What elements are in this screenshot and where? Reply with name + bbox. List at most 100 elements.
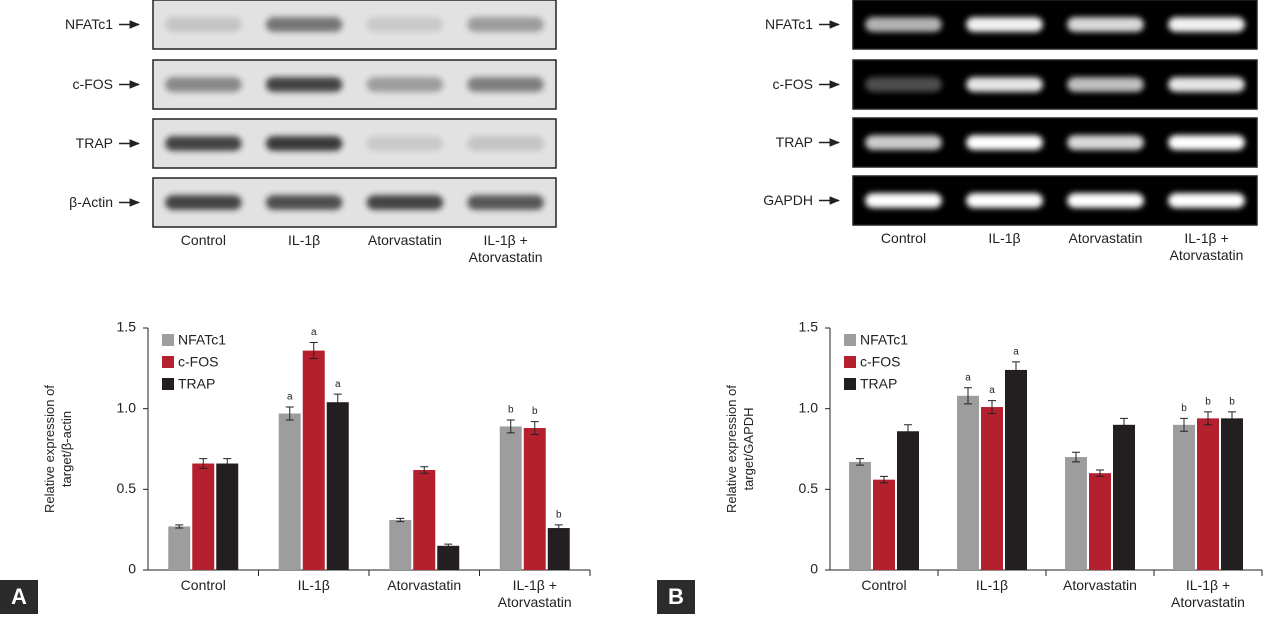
blot-band [1168, 17, 1245, 32]
x-tick-label: IL-1β [975, 577, 1009, 593]
blot-band [966, 17, 1043, 32]
x-tick-label: Atorvastatin [387, 577, 462, 593]
error-bar [1228, 411, 1236, 426]
error-bar [856, 458, 864, 466]
significance-letter: b [1229, 397, 1235, 408]
blot-band [265, 195, 343, 210]
blot-lane-label: Control [180, 232, 226, 248]
y-tick-label: 1.5 [117, 319, 137, 335]
error-bar [420, 466, 429, 474]
error-bar [530, 421, 539, 435]
bar [873, 479, 895, 570]
error-bar [880, 475, 888, 484]
legend-label: TRAP [178, 376, 215, 392]
bar [547, 528, 570, 570]
legend-swatch [162, 356, 174, 368]
significance-letter: a [311, 327, 317, 338]
panel-label: B [657, 580, 695, 614]
blot-band [366, 136, 444, 151]
legend-label: NFATc1 [178, 332, 226, 348]
y-tick-label: 1.0 [799, 399, 819, 415]
blot-band [865, 135, 942, 150]
blot-row-label: GAPDH [763, 191, 813, 208]
blot-band [865, 193, 942, 208]
significance-letter: a [965, 372, 971, 383]
legend-swatch [844, 378, 856, 390]
significance-letter: b [508, 405, 514, 416]
blot-lane-label: Atorvastatin [367, 232, 442, 248]
error-bar [444, 543, 453, 548]
bar [413, 469, 436, 570]
blot-band [366, 195, 444, 210]
significance-letter: a [989, 385, 995, 396]
error-bar [1012, 361, 1020, 379]
legend-swatch [162, 378, 174, 390]
blot-band [1067, 135, 1144, 150]
y-tick-label: 1.0 [117, 399, 137, 415]
bar [1065, 457, 1087, 570]
blot-band [265, 77, 343, 92]
bar [302, 350, 325, 570]
y-axis-label: Relative expression of target/β-actin [42, 385, 74, 513]
blot-band [265, 136, 343, 151]
bar [523, 428, 546, 570]
blot-band [366, 77, 444, 92]
blot-row-label: TRAP [775, 133, 813, 150]
bar [981, 407, 1003, 570]
error-bar [223, 458, 232, 469]
significance-letter: a [1013, 347, 1019, 358]
y-tick-label: 0 [128, 561, 136, 577]
x-tick-label: Atorvastatin [1063, 577, 1137, 593]
error-bar [988, 400, 996, 415]
significance-letter: a [287, 392, 293, 403]
significance-letter: b [1205, 397, 1211, 408]
x-tick-label: Control [861, 577, 907, 593]
bar [437, 545, 460, 570]
blot-band [467, 77, 544, 92]
x-tick-label: IL-1β + Atorvastatin [497, 577, 572, 610]
bar [1173, 424, 1195, 570]
bar [1113, 424, 1135, 570]
bar [849, 461, 871, 570]
blot-band [165, 136, 242, 151]
blot-band [467, 195, 544, 210]
legend-swatch [162, 334, 174, 346]
blot-lane-label: IL-1β [988, 230, 1021, 246]
error-bar [199, 458, 208, 469]
bar [1221, 418, 1243, 570]
x-tick-label: IL-1β + Atorvastatin [1171, 577, 1245, 610]
error-bar [285, 406, 294, 421]
error-bar [309, 342, 318, 360]
significance-letter: a [335, 379, 341, 390]
error-bar [396, 517, 405, 523]
error-bar [964, 387, 972, 405]
legend-label: TRAP [860, 376, 897, 392]
bar [1089, 473, 1111, 570]
bar [192, 463, 215, 570]
blot-row-label: NFATc1 [65, 15, 113, 32]
y-axis-label: Relative expression of target/GAPDH [724, 385, 756, 513]
bar [326, 402, 349, 570]
blot-band [366, 17, 444, 32]
bar [957, 395, 979, 570]
error-bar [1120, 417, 1128, 432]
blot-band [865, 77, 942, 92]
y-tick-label: 0.5 [799, 480, 819, 496]
legend-label: c-FOS [178, 354, 218, 370]
bar [897, 431, 919, 570]
panel-label: A [0, 580, 38, 614]
significance-letter: b [1181, 403, 1187, 414]
blot-row-label: β-Actin [69, 193, 113, 210]
blot-lane-label: Control [880, 230, 927, 246]
bar [389, 519, 412, 570]
blot-lane-label: IL-1β + Atorvastatin [1169, 230, 1244, 263]
significance-letter: b [532, 406, 538, 417]
error-bar [904, 424, 912, 439]
blot-band [467, 136, 544, 151]
error-bar [1180, 417, 1188, 432]
error-bar [175, 524, 184, 529]
blot-row-label: c-FOS [72, 75, 113, 92]
blot-band [1168, 193, 1245, 208]
blot-band [966, 135, 1043, 150]
